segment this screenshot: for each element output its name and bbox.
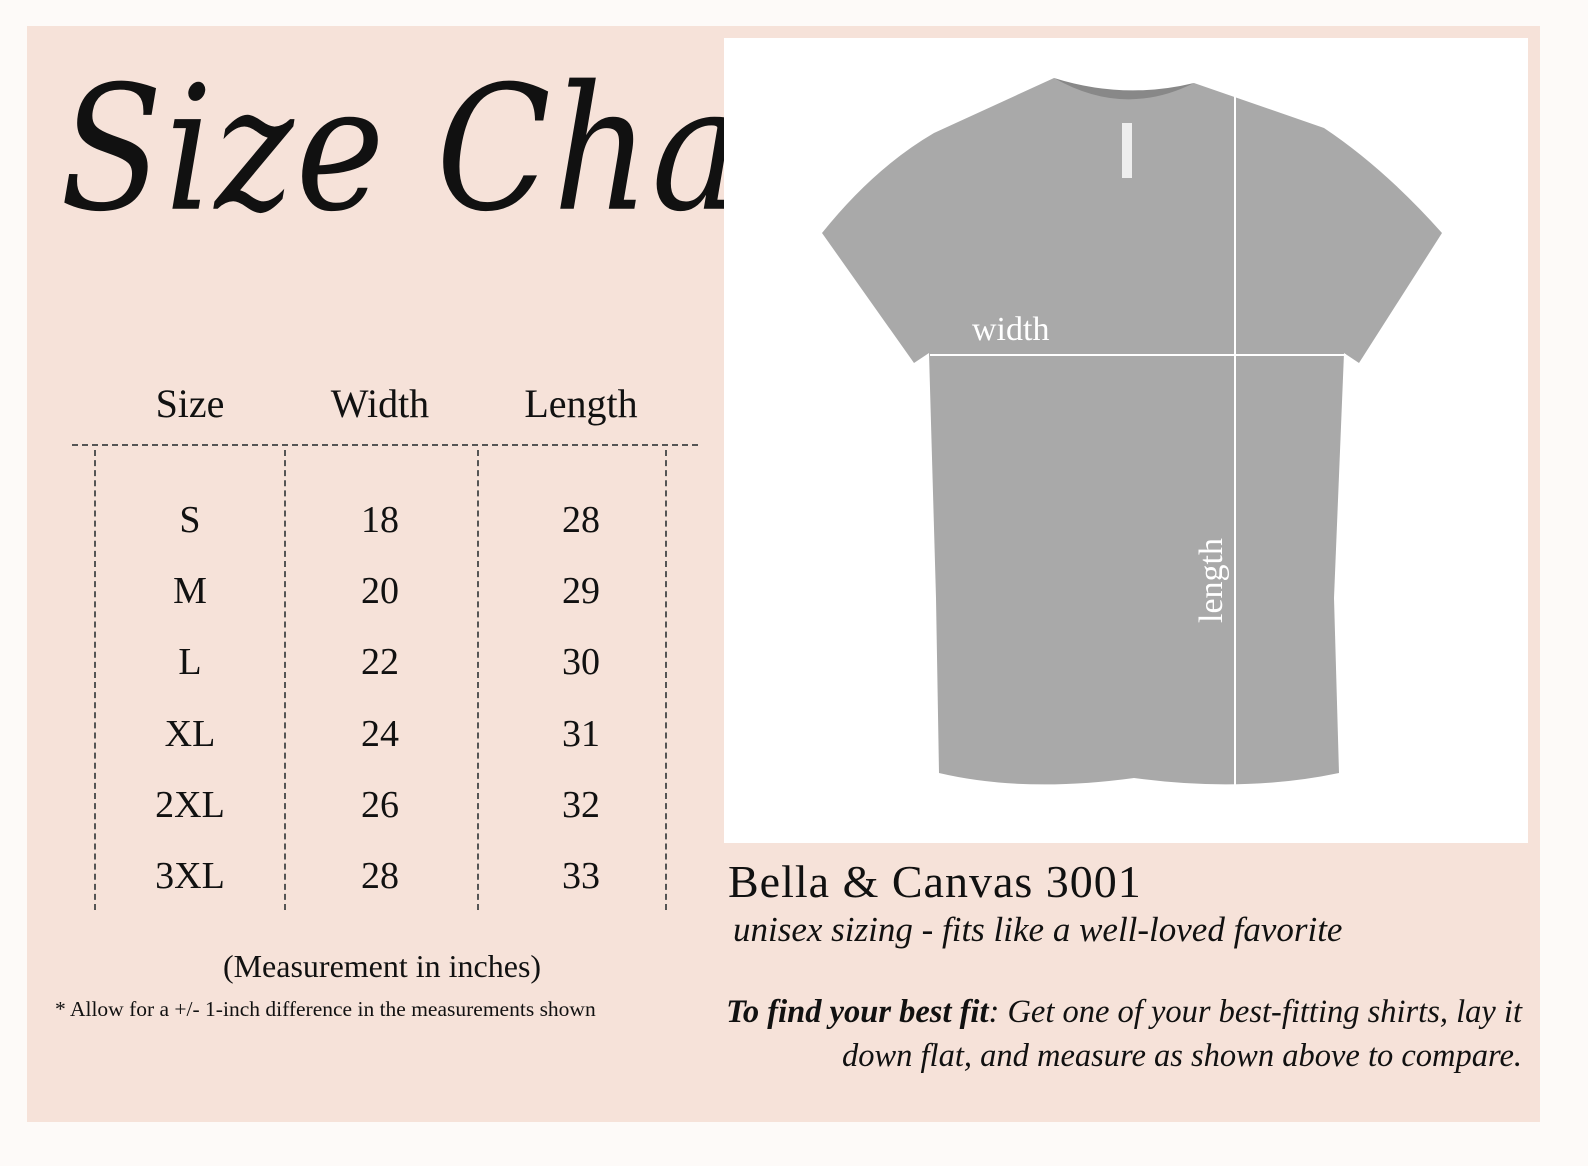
tshirt-tag xyxy=(1122,123,1132,178)
table-cell-width: 22 xyxy=(361,641,399,684)
tshirt-illustration: width length xyxy=(822,78,1442,838)
tshirt-photo: width length xyxy=(724,38,1528,843)
table-header-divider xyxy=(72,444,698,446)
table-column-divider xyxy=(94,450,96,910)
table-cell-width: 20 xyxy=(361,570,399,613)
table-cell-length: 28 xyxy=(562,499,600,541)
table-cell-width: 24 xyxy=(361,712,399,755)
table-cell-size: L xyxy=(178,641,202,684)
table-column-divider xyxy=(284,450,286,910)
fit-lead: To find your best fit xyxy=(726,994,989,1030)
length-label: length xyxy=(1193,538,1230,623)
table-cell-length: 31 xyxy=(562,712,600,755)
width-label: width xyxy=(972,311,1049,348)
table-cell-size: XL xyxy=(164,712,216,755)
header-length: Length xyxy=(524,381,638,426)
table-cell-size: M xyxy=(173,570,207,613)
table-cell-length: 30 xyxy=(562,641,600,684)
tolerance-note: * Allow for a +/- 1-inch difference in t… xyxy=(55,997,596,1021)
product-name: Bella & Canvas 3001 xyxy=(728,856,1142,907)
product-tagline: unisex sizing - fits like a well-loved f… xyxy=(733,910,1343,949)
table-cell-length: 32 xyxy=(562,783,600,826)
header-size: Size xyxy=(155,381,225,426)
fit-text: : Get one of your best-fitting shirts, l… xyxy=(841,994,1522,1074)
table-column-divider xyxy=(477,450,479,910)
fit-instructions: To find your best fit: Get one of your b… xyxy=(716,990,1522,1078)
table-cell-width: 28 xyxy=(361,855,399,897)
table-cell-length: 33 xyxy=(562,855,600,897)
header-width: Width xyxy=(330,381,430,426)
tshirt-shape xyxy=(822,78,1442,785)
table-cell-size: 3XL xyxy=(155,855,225,897)
tshirt-collar xyxy=(1054,78,1194,100)
table-cell-size: S xyxy=(179,499,201,541)
unit-note: (Measurement in inches) xyxy=(222,948,542,984)
table-cell-width: 26 xyxy=(361,783,399,826)
table-column-divider xyxy=(665,450,667,910)
table-cell-length: 29 xyxy=(562,570,600,613)
table-cell-width: 18 xyxy=(361,499,399,541)
table-cell-size: 2XL xyxy=(155,783,225,826)
